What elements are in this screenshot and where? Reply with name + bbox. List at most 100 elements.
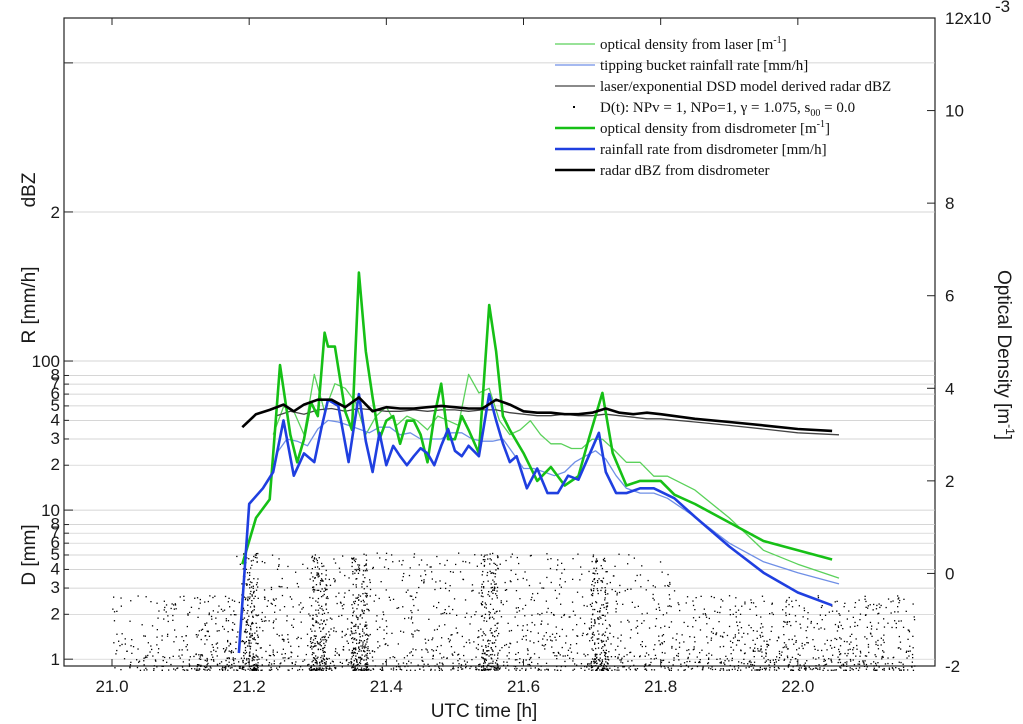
scatter-point xyxy=(778,667,780,670)
scatter-point xyxy=(848,643,851,645)
scatter-point xyxy=(481,586,483,588)
scatter-point xyxy=(366,657,368,659)
scatter-point xyxy=(212,596,214,599)
scatter-point xyxy=(494,612,496,614)
scatter-point xyxy=(327,665,329,667)
scatter-point xyxy=(252,667,255,669)
scatter-point xyxy=(170,607,172,610)
scatter-point xyxy=(481,604,483,606)
scatter-point xyxy=(200,658,202,660)
scatter-point xyxy=(458,552,460,554)
scatter-point xyxy=(521,638,523,640)
scatter-point xyxy=(347,663,349,666)
scatter-point xyxy=(484,660,486,663)
scatter-point xyxy=(576,664,578,666)
scatter-point xyxy=(874,654,876,656)
scatter-point xyxy=(253,664,255,666)
scatter-point xyxy=(911,653,914,656)
scatter-point xyxy=(425,648,427,650)
scatter-point xyxy=(324,663,326,665)
scatter-point xyxy=(627,563,629,565)
scatter-point xyxy=(505,667,507,669)
scatter-point xyxy=(161,669,163,671)
scatter-point xyxy=(348,577,350,579)
scatter-point xyxy=(491,642,493,644)
scatter-point xyxy=(887,598,890,600)
scatter-point xyxy=(472,589,474,592)
scatter-point xyxy=(876,669,878,671)
scatter-point xyxy=(412,648,414,650)
scatter-point xyxy=(514,668,516,670)
scatter-point xyxy=(322,650,324,652)
scatter-point xyxy=(865,668,868,670)
scatter-point xyxy=(245,624,247,626)
x-tick-label-21.2: 21.2 xyxy=(233,677,266,696)
scatter-point xyxy=(351,633,353,635)
scatter-point xyxy=(690,668,693,670)
scatter-point xyxy=(486,620,488,622)
scatter-point xyxy=(291,662,293,664)
scatter-point xyxy=(866,626,868,628)
scatter-point xyxy=(228,657,230,660)
scatter-point xyxy=(492,579,494,581)
scatter-point xyxy=(767,644,770,646)
scatter-point xyxy=(366,627,368,629)
scatter-point xyxy=(445,587,447,590)
scatter-point xyxy=(441,662,443,664)
scatter-point xyxy=(385,559,387,561)
scatter-point xyxy=(350,630,352,632)
scatter-point xyxy=(597,618,599,620)
scatter-point xyxy=(644,668,646,670)
scatter-point xyxy=(153,668,155,670)
scatter-point xyxy=(591,636,594,638)
scatter-point xyxy=(323,659,326,661)
scatter-point xyxy=(330,628,332,630)
scatter-point xyxy=(739,613,742,615)
scatter-point xyxy=(487,640,489,642)
scatter-point xyxy=(668,661,670,663)
scatter-point xyxy=(627,619,629,621)
scatter-point xyxy=(710,637,713,639)
scatter-point xyxy=(863,662,865,664)
scatter-point xyxy=(634,580,637,582)
scatter-point xyxy=(493,586,496,588)
scatter-point xyxy=(350,660,352,663)
scatter-point xyxy=(194,668,196,670)
scatter-point xyxy=(591,614,594,616)
scatter-point xyxy=(550,639,552,641)
scatter-point xyxy=(356,597,358,599)
scatter-point xyxy=(602,667,605,669)
scatter-point xyxy=(740,669,742,671)
left-tick-label-40: 4 xyxy=(51,410,60,429)
scatter-point xyxy=(353,652,356,654)
scatter-point xyxy=(736,625,739,627)
scatter-point xyxy=(354,600,356,602)
scatter-point xyxy=(514,659,517,661)
scatter-point xyxy=(346,618,349,620)
scatter-point xyxy=(837,625,839,627)
scatter-point xyxy=(339,661,341,663)
scatter-point xyxy=(216,630,218,632)
scatter-point xyxy=(348,649,350,651)
scatter-point xyxy=(639,655,641,657)
scatter-point xyxy=(367,646,369,648)
scatter-point xyxy=(537,663,539,665)
scatter-point xyxy=(605,652,607,654)
scatter-point xyxy=(839,661,842,664)
scatter-point xyxy=(575,643,578,645)
scatter-point xyxy=(343,596,345,598)
scatter-point xyxy=(242,659,244,662)
scatter-point xyxy=(282,657,284,659)
scatter-point xyxy=(527,649,529,652)
scatter-point xyxy=(600,589,602,592)
scatter-point xyxy=(902,666,905,669)
scatter-point xyxy=(204,623,206,625)
scatter-point xyxy=(728,595,731,597)
scatter-point xyxy=(778,653,781,655)
scatter-point xyxy=(320,645,322,647)
scatter-point xyxy=(248,658,250,660)
scatter-point xyxy=(369,633,371,636)
scatter-point xyxy=(253,667,256,669)
scatter-point xyxy=(605,608,608,610)
scatter-point xyxy=(759,634,761,636)
